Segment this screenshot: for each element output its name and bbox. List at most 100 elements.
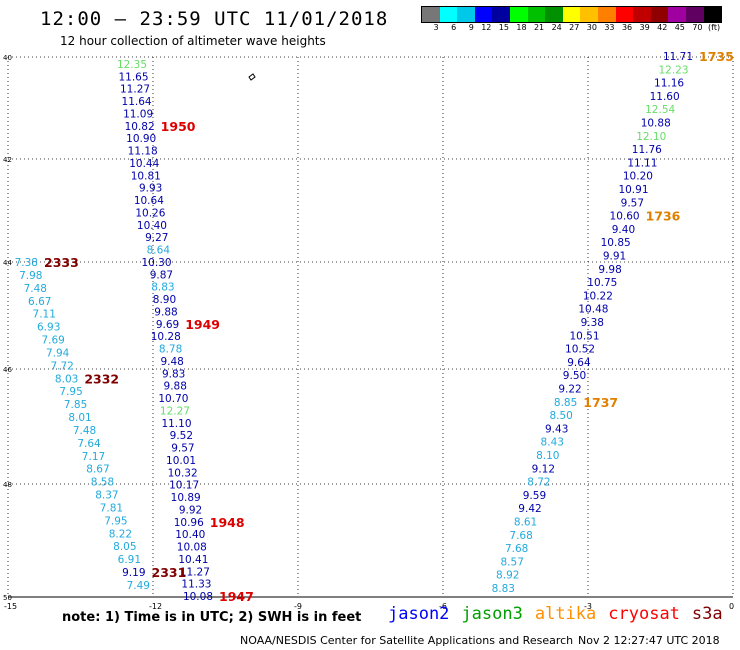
right-track-value: 10.20	[623, 171, 653, 183]
left-track-value: 11.65	[118, 71, 148, 83]
mid-track-value: 7.49	[127, 580, 150, 592]
mid-track-value: 7.17	[82, 451, 105, 463]
right-track-value: 8.61	[514, 517, 537, 529]
left-track-value: 9.69	[156, 319, 179, 331]
right-track-value: 12.23	[658, 64, 688, 76]
lat-label: 40	[3, 54, 12, 62]
left-track-value: 12.27	[160, 405, 190, 417]
right-track-value: 8.92	[496, 570, 519, 582]
mid-track-value: 6.93	[37, 322, 60, 334]
colorbar-label: 24	[551, 23, 562, 32]
right-track-value: 12.10	[636, 131, 666, 143]
colorbar-label: 36	[621, 23, 633, 32]
page-subtitle: 12 hour collection of altimeter wave hei…	[60, 34, 326, 48]
colorbar-swatch	[457, 7, 475, 22]
right-track-value: 11.71	[663, 51, 693, 63]
colorbar-swatch	[545, 7, 563, 22]
time-label: 1737	[583, 395, 618, 410]
right-track-value: 9.59	[523, 490, 546, 502]
legend-jason3: jason3	[461, 604, 523, 624]
mid-track-value: 8.01	[68, 412, 91, 424]
left-track-value: 10.08	[183, 591, 213, 603]
mid-track-value: 7.48	[73, 425, 96, 437]
lon-label: 0	[729, 602, 734, 611]
colorbar-label: 18	[516, 23, 527, 32]
colorbar-label: 30	[586, 23, 597, 32]
colorbar-swatch	[492, 7, 510, 22]
left-track-value: 10.32	[168, 467, 198, 479]
mid-track-value: 7.38	[15, 257, 38, 269]
left-track-value: 10.40	[137, 220, 167, 232]
legend-cryosat: cryosat	[608, 604, 680, 624]
legend-s3a: s3a	[691, 604, 723, 624]
time-label: 2333	[44, 255, 79, 270]
legend-altika: altika	[534, 604, 597, 624]
right-track-value: 8.72	[527, 477, 550, 489]
colorbar-swatch	[668, 7, 686, 22]
right-track-value: 8.50	[549, 410, 572, 422]
colorbar-label: 45	[674, 23, 685, 32]
time-label: 1736	[646, 209, 681, 224]
left-track-value: 11.18	[128, 146, 158, 158]
lat-label: 50	[3, 594, 12, 602]
mid-track-value: 7.69	[41, 335, 64, 347]
lon-label: -6	[439, 602, 447, 611]
satellite-tracks: 12.3511.6511.2711.6411.0910.8210.9011.18…	[15, 51, 693, 603]
left-track-value: 12.35	[117, 59, 147, 71]
left-track-value: 10.08	[177, 542, 207, 554]
mid-track-value: 7.72	[50, 360, 73, 372]
legend-jason2: jason2	[388, 604, 450, 624]
lat-label: 46	[3, 366, 12, 374]
mid-track-value: 7.95	[59, 386, 82, 398]
right-track-value: 7.68	[509, 530, 532, 542]
left-track-value: 10.82	[125, 121, 155, 133]
mid-track-value: 8.67	[86, 464, 109, 476]
colorbar	[421, 6, 723, 23]
mid-track-value: 7.85	[64, 399, 87, 411]
right-track-value: 10.60	[610, 211, 640, 223]
mid-track-value: 7.81	[100, 502, 123, 514]
colorbar-swatch	[527, 7, 546, 22]
colorbar-swatch	[580, 7, 598, 22]
left-track-value: 9.88	[164, 381, 187, 393]
left-track-value: 8.83	[151, 282, 174, 294]
right-track-value: 9.42	[518, 503, 541, 515]
colorbar-swatch	[597, 7, 616, 22]
lon-label: -3	[584, 602, 592, 611]
left-track-value: 10.70	[158, 393, 188, 405]
mid-track-value: 7.11	[33, 309, 56, 321]
right-track-value: 8.10	[536, 450, 559, 462]
lon-label: -9	[294, 602, 302, 611]
colorbar-label: 9	[468, 23, 474, 32]
colorbar-swatch	[615, 7, 634, 22]
left-track-value: 10.26	[135, 207, 165, 219]
left-track-value: 10.89	[171, 492, 201, 504]
page-title: 12:00 — 23:59 UTC 11/01/2018	[40, 8, 389, 30]
axis-labels: 40 42 44 46 48 50-15 -12 -9 -6 -3 0	[3, 54, 734, 611]
right-track-value: 9.12	[532, 463, 555, 475]
generation-timestamp: Nov 2 12:27:47 UTC 2018	[578, 634, 720, 647]
colorbar-label: (ft)	[708, 23, 721, 32]
time-label: 1947	[219, 589, 254, 604]
left-track-value: 10.64	[134, 195, 164, 207]
colorbar-swatch	[439, 7, 458, 22]
right-track-value: 10.75	[587, 277, 617, 289]
colorbar-label: 27	[569, 23, 580, 32]
left-track-value: 10.90	[126, 133, 156, 145]
colorbar-swatch	[703, 7, 722, 22]
footnote: note: 1) Time is in UTC; 2) SWH is in fe…	[62, 610, 362, 625]
right-track-value: 10.85	[601, 237, 631, 249]
right-track-value: 11.60	[650, 91, 680, 103]
mid-track-value: 7.64	[77, 438, 101, 450]
colorbar-label: 33	[604, 23, 615, 32]
left-track-value: 9.93	[139, 183, 162, 195]
left-track-value: 11.27	[120, 84, 150, 96]
colorbar-labels: 3 6 9 12 15 18 21 24 27 30 33 36 39 42 45 70 (ft)	[421, 23, 721, 32]
left-track-value: 11.64	[122, 96, 152, 108]
left-track-value: 9.92	[179, 504, 202, 516]
lat-label: 44	[3, 259, 12, 267]
mid-track-value: 6.91	[118, 554, 141, 566]
mid-track-value: 8.58	[91, 477, 114, 489]
left-track-value: 11.27	[180, 566, 210, 578]
